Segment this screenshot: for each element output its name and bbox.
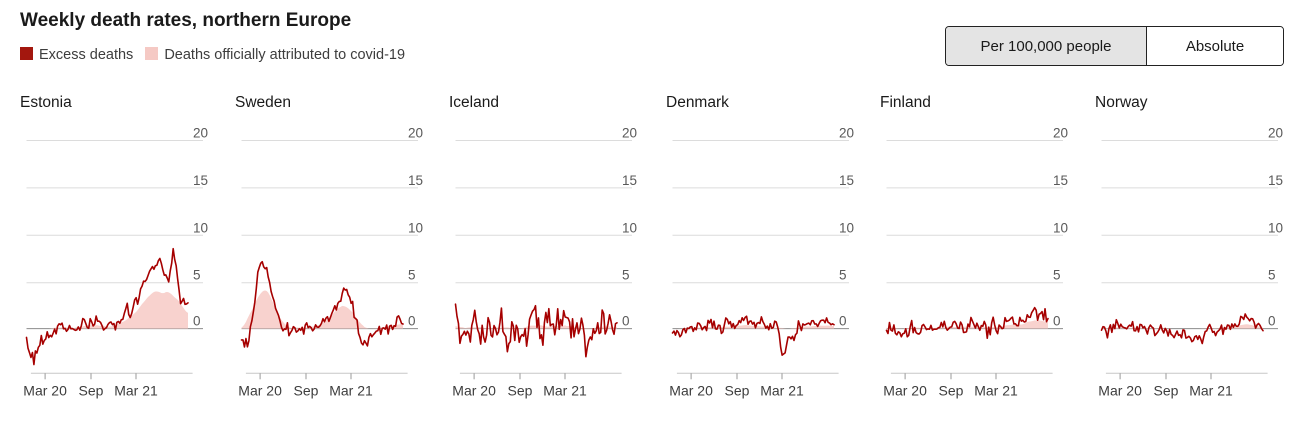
svg-text:5: 5	[408, 268, 416, 283]
svg-text:0: 0	[1053, 314, 1061, 329]
svg-text:15: 15	[193, 173, 208, 188]
svg-text:10: 10	[408, 220, 423, 235]
svg-text:20: 20	[408, 126, 423, 141]
svg-text:0: 0	[408, 314, 416, 329]
svg-text:Mar 20: Mar 20	[238, 382, 282, 398]
svg-text:20: 20	[1268, 126, 1283, 141]
svg-text:10: 10	[1053, 220, 1068, 235]
svg-text:5: 5	[193, 268, 201, 283]
svg-text:5: 5	[622, 268, 630, 283]
svg-text:5: 5	[1268, 268, 1276, 283]
svg-text:10: 10	[193, 220, 208, 235]
svg-text:Mar 21: Mar 21	[114, 382, 158, 398]
svg-text:Sep: Sep	[508, 382, 533, 398]
svg-text:20: 20	[193, 126, 208, 141]
svg-text:5: 5	[1053, 268, 1061, 283]
svg-text:10: 10	[622, 220, 637, 235]
svg-text:20: 20	[839, 126, 854, 141]
svg-text:Mar 21: Mar 21	[1189, 382, 1233, 398]
svg-text:10: 10	[1268, 220, 1283, 235]
svg-text:Sep: Sep	[1154, 382, 1179, 398]
svg-text:Sep: Sep	[725, 382, 750, 398]
svg-text:Sep: Sep	[294, 382, 319, 398]
svg-text:0: 0	[839, 314, 847, 329]
svg-text:10: 10	[839, 220, 854, 235]
svg-text:20: 20	[622, 126, 637, 141]
svg-text:Mar 20: Mar 20	[452, 382, 496, 398]
svg-text:Sep: Sep	[79, 382, 104, 398]
svg-text:Mar 21: Mar 21	[329, 382, 373, 398]
svg-text:Sep: Sep	[939, 382, 964, 398]
svg-text:15: 15	[622, 173, 637, 188]
svg-text:5: 5	[839, 268, 847, 283]
svg-text:0: 0	[622, 314, 630, 329]
svg-text:Mar 21: Mar 21	[974, 382, 1018, 398]
svg-text:Mar 21: Mar 21	[760, 382, 804, 398]
svg-text:15: 15	[839, 173, 854, 188]
svg-text:20: 20	[1053, 126, 1068, 141]
svg-text:15: 15	[1268, 173, 1283, 188]
svg-text:15: 15	[408, 173, 423, 188]
svg-text:Mar 21: Mar 21	[543, 382, 587, 398]
svg-text:0: 0	[193, 314, 201, 329]
svg-text:Mar 20: Mar 20	[23, 382, 67, 398]
svg-text:Mar 20: Mar 20	[1098, 382, 1142, 398]
svg-text:Mar 20: Mar 20	[883, 382, 927, 398]
svg-text:15: 15	[1053, 173, 1068, 188]
svg-text:Mar 20: Mar 20	[669, 382, 713, 398]
svg-text:0: 0	[1268, 314, 1276, 329]
